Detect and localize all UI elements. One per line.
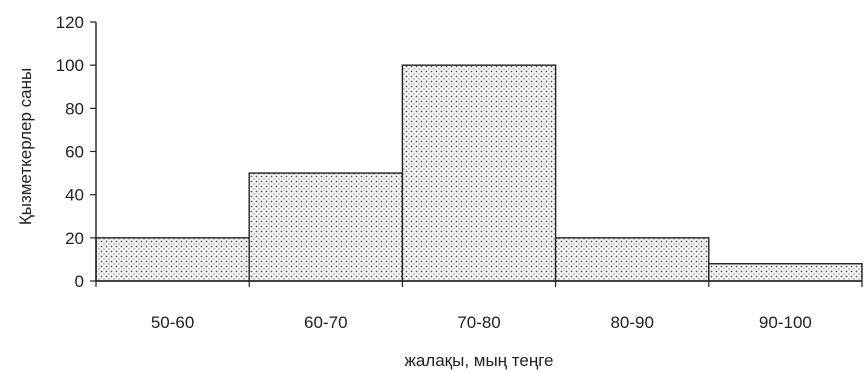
y-axis-label: Қызметкерлер саны: [16, 68, 35, 225]
y-tick-label: 60: [65, 143, 84, 162]
bar-50-60: [95, 237, 250, 282]
bar-60-70: [248, 172, 404, 282]
y-tick-label: 20: [65, 229, 84, 248]
y-tick-label: 120: [56, 13, 84, 32]
y-tick-label: 0: [75, 272, 84, 291]
bars-group: [95, 64, 863, 282]
y-tick-label: 40: [65, 186, 84, 205]
x-ticks-group: 50-60 60-70 70-80 80-90 90-100: [95, 281, 863, 332]
x-tick-label: 90-100: [759, 313, 812, 332]
y-ticks-group: 0 20 40 60 80 100 120: [56, 13, 96, 291]
x-tick-label: 80-90: [610, 313, 653, 332]
y-tick-label: 100: [56, 56, 84, 75]
x-tick-label: 50-60: [151, 313, 194, 332]
x-tick-label: 60-70: [304, 313, 347, 332]
y-tick-label: 80: [65, 99, 84, 118]
x-tick-label: 70-80: [457, 313, 500, 332]
bar-70-80: [401, 64, 557, 282]
x-axis-label: жалақы, мың теңге: [404, 351, 553, 370]
bar-90-100: [708, 263, 863, 282]
bar-80-90: [554, 237, 710, 282]
